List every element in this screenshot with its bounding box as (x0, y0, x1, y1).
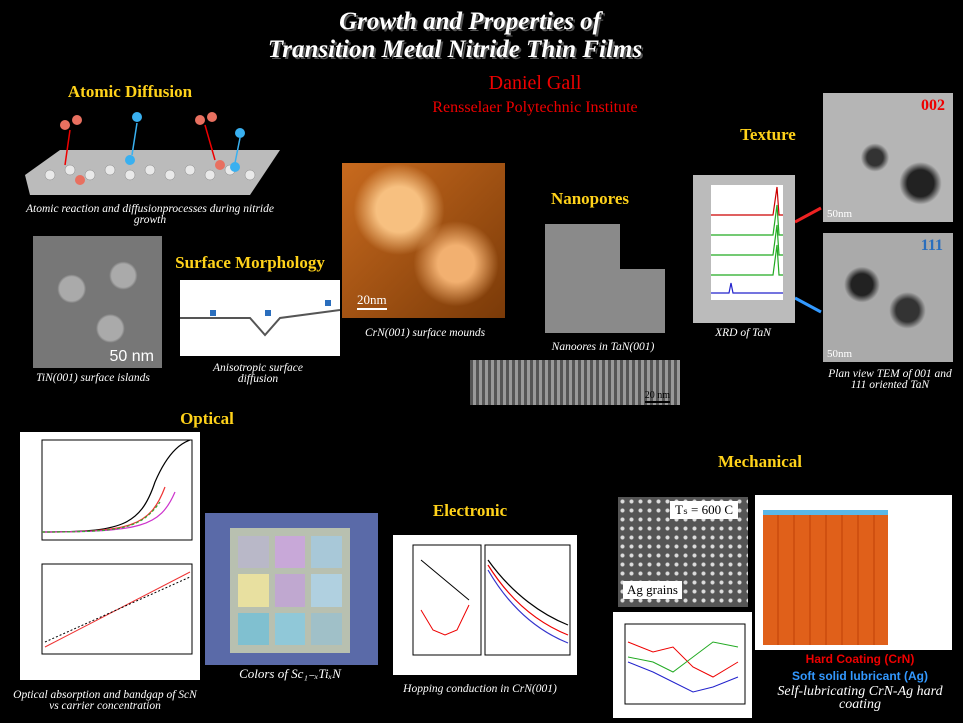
arrows (795, 206, 822, 314)
caption: Plan view TEM of 001 and 111 oriented Ta… (828, 368, 952, 391)
coating-schematic (755, 495, 952, 650)
section-heading: Electronic (432, 501, 508, 520)
friction-plot (613, 612, 752, 718)
affiliation: Rensselaer Polytechnic Institute (432, 99, 638, 116)
caption: Hopping conduction in CrN(001) (403, 683, 557, 695)
caption: Atomic reaction and diffusionprocesses d… (26, 203, 274, 226)
caption: Colors of Sc₁₋ₓTiₓN (239, 666, 341, 681)
scale-label: 20 nm (644, 390, 670, 403)
caption: Self-lubricating CrN-Ag hard coating (777, 684, 943, 712)
scale-label: 20nm (357, 292, 387, 310)
section-heading: Atomic Diffusion (67, 82, 193, 101)
orientation-label: 002 (921, 97, 945, 114)
hard-coating-label: Hard Coating (CrN) (805, 652, 915, 666)
title-line: Transition Metal Nitride Thin Films (267, 36, 643, 63)
scale-label: 50nm (827, 348, 853, 360)
optical-plots (20, 432, 200, 680)
diffusion-diagram (180, 280, 340, 356)
caption: CrN(001) surface mounds (364, 327, 486, 339)
crn-mounds-image: 20nm (342, 163, 505, 318)
sem-image: Tₛ = 600 C Ag grains (618, 497, 748, 607)
caption: Anisotropic surface diffusion (213, 362, 303, 385)
nanopores-image (545, 224, 665, 333)
electronic-plots (393, 535, 577, 675)
scale-label: 50nm (827, 208, 853, 220)
title-line: Growth and Properties of (339, 8, 601, 35)
xrd-image (693, 175, 795, 323)
section-heading: Optical (180, 409, 234, 428)
section-heading: Mechanical (717, 452, 803, 471)
lubricant-label: Soft solid lubricant (Ag) (792, 669, 928, 683)
section-heading: Texture (740, 125, 796, 144)
tem-image: 002 50nm (823, 93, 953, 222)
section-heading: Surface Morphology (175, 253, 325, 272)
scale-label: 50 nm (109, 348, 154, 365)
cross-section-image: 20 nm (470, 360, 680, 405)
colors-image (205, 513, 378, 665)
grains-label: Ag grains (623, 581, 682, 599)
caption: Optical absorption and bandgap of ScN vs… (13, 689, 197, 712)
atomic-diffusion-image (25, 112, 280, 195)
caption: Nanoores in TaN(001) (551, 341, 655, 353)
caption: XRD of TaN (715, 327, 771, 339)
caption: TiN(001) surface islands (36, 372, 150, 384)
section-heading: Nanopores (550, 189, 630, 208)
author: Daniel Gall (488, 72, 582, 94)
orientation-label: 111 (920, 237, 943, 254)
temperature-label: Tₛ = 600 C (670, 501, 739, 519)
tin-islands-image: 50 nm (33, 236, 162, 368)
tem-image: 111 50nm (823, 233, 953, 362)
